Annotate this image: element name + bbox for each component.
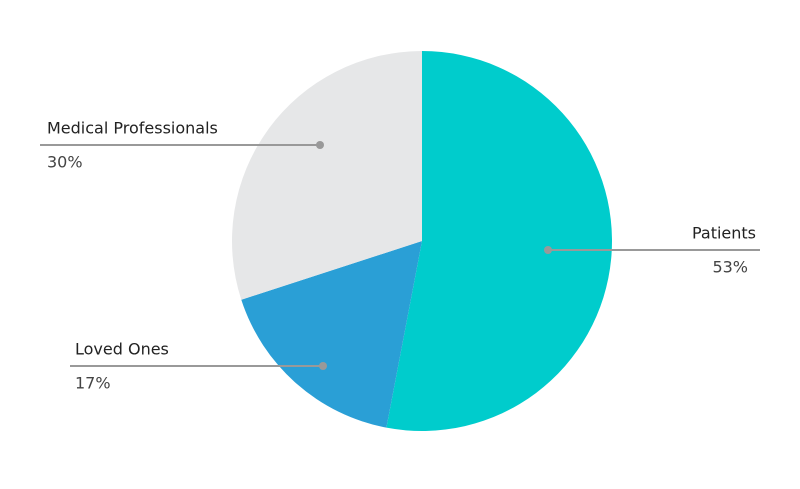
pie-slice (231, 51, 422, 300)
slice-value-label: 53% (712, 258, 748, 277)
slice-label: Patients (692, 224, 756, 243)
slice-value-label: 30% (47, 153, 83, 172)
pie-slice (241, 241, 422, 428)
leader-dot (319, 362, 327, 370)
slice-label: Medical Professionals (47, 119, 218, 138)
leader-dot (544, 246, 552, 254)
slice-value-label: 17% (75, 374, 111, 393)
leader-dot (316, 141, 324, 149)
slice-label: Loved Ones (75, 340, 169, 359)
pie-slice (386, 51, 612, 431)
